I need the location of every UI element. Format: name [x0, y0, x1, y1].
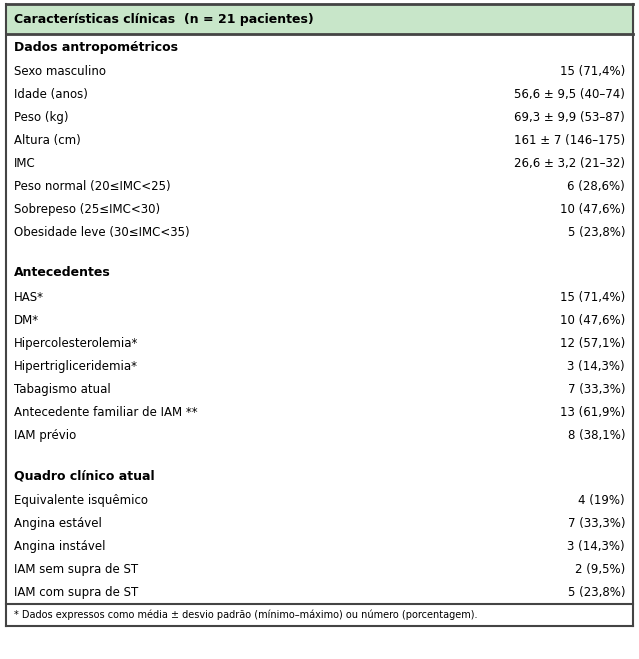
Text: Tabagismo atual: Tabagismo atual: [14, 383, 111, 396]
Text: 10 (47,6%): 10 (47,6%): [560, 203, 625, 216]
Text: Idade (anos): Idade (anos): [14, 88, 88, 101]
Text: Antecedentes: Antecedentes: [14, 266, 111, 279]
Text: 3 (14,3%): 3 (14,3%): [567, 540, 625, 553]
Text: Hipercolesterolemia*: Hipercolesterolemia*: [14, 337, 139, 350]
Text: DM*: DM*: [14, 314, 39, 327]
Text: Angina instável: Angina instável: [14, 540, 105, 553]
Text: 26,6 ± 3,2 (21–32): 26,6 ± 3,2 (21–32): [514, 157, 625, 170]
Text: 3 (14,3%): 3 (14,3%): [567, 360, 625, 373]
Text: HAS*: HAS*: [14, 291, 44, 304]
Text: Equivalente isquêmico: Equivalente isquêmico: [14, 494, 148, 507]
Text: 5 (23,8%): 5 (23,8%): [567, 226, 625, 239]
Text: Antecedente familiar de IAM **: Antecedente familiar de IAM **: [14, 406, 197, 419]
Text: 10 (47,6%): 10 (47,6%): [560, 314, 625, 327]
Text: Dados antropométricos: Dados antropométricos: [14, 40, 178, 53]
Text: 4 (19%): 4 (19%): [578, 494, 625, 507]
Text: Peso (kg): Peso (kg): [14, 111, 68, 124]
Text: Angina estável: Angina estável: [14, 517, 102, 530]
Text: 161 ± 7 (146–175): 161 ± 7 (146–175): [514, 134, 625, 147]
Text: 56,6 ± 9,5 (40–74): 56,6 ± 9,5 (40–74): [514, 88, 625, 101]
Text: Obesidade leve (30≤IMC<35): Obesidade leve (30≤IMC<35): [14, 226, 190, 239]
Text: 69,3 ± 9,9 (53–87): 69,3 ± 9,9 (53–87): [514, 111, 625, 124]
Text: Peso normal (20≤IMC<25): Peso normal (20≤IMC<25): [14, 180, 171, 193]
Text: IAM sem supra de ST: IAM sem supra de ST: [14, 563, 138, 576]
Text: IMC: IMC: [14, 157, 36, 170]
Text: 7 (33,3%): 7 (33,3%): [567, 383, 625, 396]
Text: * Dados expressos como média ± desvio padrão (mínimo–máximo) ou número (porcenta: * Dados expressos como média ± desvio pa…: [14, 610, 477, 620]
Text: IAM prévio: IAM prévio: [14, 429, 76, 442]
Bar: [6, 4, 633, 34]
Text: 8 (38,1%): 8 (38,1%): [567, 429, 625, 442]
Text: 15 (71,4%): 15 (71,4%): [560, 291, 625, 304]
Text: 7 (33,3%): 7 (33,3%): [567, 517, 625, 530]
Text: Sobrepeso (25≤IMC<30): Sobrepeso (25≤IMC<30): [14, 203, 160, 216]
Text: 5 (23,8%): 5 (23,8%): [567, 586, 625, 599]
Text: 15 (71,4%): 15 (71,4%): [560, 65, 625, 78]
Text: Hipertrigliceridemia*: Hipertrigliceridemia*: [14, 360, 138, 373]
Text: IAM com supra de ST: IAM com supra de ST: [14, 586, 138, 599]
Text: 2 (9,5%): 2 (9,5%): [574, 563, 625, 576]
Text: Sexo masculino: Sexo masculino: [14, 65, 106, 78]
Text: 13 (61,9%): 13 (61,9%): [560, 406, 625, 419]
Text: Quadro clínico atual: Quadro clínico atual: [14, 469, 155, 482]
Text: 12 (57,1%): 12 (57,1%): [560, 337, 625, 350]
Text: Características clínicas  (n = 21 pacientes): Características clínicas (n = 21 pacient…: [14, 13, 314, 26]
Text: Altura (cm): Altura (cm): [14, 134, 81, 147]
Text: 6 (28,6%): 6 (28,6%): [567, 180, 625, 193]
